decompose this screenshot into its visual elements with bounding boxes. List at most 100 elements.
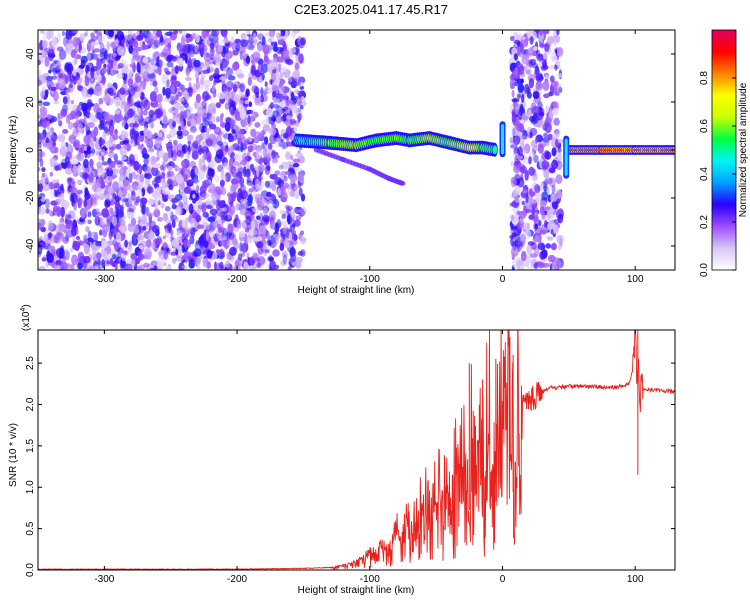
y-tick-label: -20 xyxy=(25,190,36,205)
noise-blob xyxy=(87,211,92,218)
noise-blob xyxy=(77,164,81,175)
spur-core xyxy=(564,138,568,176)
noise-blob xyxy=(192,199,197,204)
colorbar-tick-label: 0.6 xyxy=(699,119,710,133)
noise-blob xyxy=(533,236,540,243)
noise-blob xyxy=(168,118,174,124)
noise-blob xyxy=(144,165,152,176)
noise-blob xyxy=(218,250,226,257)
noise-blob xyxy=(76,179,83,185)
noise-blob xyxy=(287,213,292,225)
noise-blob xyxy=(285,206,294,211)
noise-blob xyxy=(539,250,546,260)
noise-blob xyxy=(45,137,49,144)
noise-blob xyxy=(97,53,105,59)
colorbar-tick-label: 0.8 xyxy=(699,71,710,85)
noise-blob xyxy=(212,251,218,260)
noise-blob xyxy=(97,259,101,270)
noise-blob xyxy=(529,132,533,139)
noise-blob xyxy=(237,162,242,174)
noise-blob xyxy=(252,253,260,263)
noise-blob xyxy=(254,122,261,128)
noise-blob xyxy=(552,107,559,116)
noise-blob xyxy=(243,120,248,127)
noise-blob xyxy=(184,108,191,120)
noise-blob xyxy=(289,224,296,232)
noise-blob xyxy=(57,133,66,143)
noise-blob xyxy=(162,86,166,96)
noise-blob xyxy=(187,140,192,146)
noise-blob xyxy=(48,245,56,251)
noise-blob xyxy=(70,226,77,237)
noise-blob xyxy=(219,240,228,246)
noise-blob xyxy=(181,254,187,261)
noise-blob xyxy=(51,37,58,48)
noise-blob xyxy=(162,241,168,250)
noise-blob xyxy=(243,166,247,177)
noise-blob xyxy=(153,39,160,48)
noise-blob xyxy=(252,32,257,42)
noise-blob xyxy=(163,37,172,47)
noise-blob xyxy=(148,148,155,153)
noise-blob xyxy=(154,202,158,213)
noise-blob xyxy=(277,56,286,63)
noise-blob xyxy=(150,65,158,70)
noise-blob xyxy=(541,211,546,220)
noise-blob xyxy=(237,152,242,163)
noise-blob xyxy=(278,164,284,170)
noise-blob xyxy=(206,198,211,203)
noise-blob xyxy=(209,208,218,216)
noise-blob xyxy=(120,158,125,168)
noise-blob xyxy=(255,149,263,160)
noise-blob xyxy=(38,201,42,207)
noise-blob xyxy=(66,61,73,72)
noise-blob xyxy=(516,60,520,68)
noise-blob xyxy=(190,120,196,131)
noise-blob xyxy=(272,249,280,257)
noise-blob xyxy=(269,214,275,224)
spur-core xyxy=(501,124,504,155)
noise-blob xyxy=(93,136,97,142)
noise-blob xyxy=(532,31,538,40)
noise-blob xyxy=(191,85,198,93)
noise-blob xyxy=(102,59,108,65)
noise-blob xyxy=(165,142,172,147)
noise-blob xyxy=(270,219,276,231)
noise-blob xyxy=(216,116,220,123)
noise-blob xyxy=(513,135,521,146)
noise-blob xyxy=(49,171,53,177)
noise-blob xyxy=(258,201,264,209)
noise-blob xyxy=(227,223,234,234)
noise-blob xyxy=(224,102,230,110)
noise-blob xyxy=(99,229,103,236)
noise-blob xyxy=(187,43,196,55)
spectrogram-x-ticks: -300 -200 -100 0 100 xyxy=(94,30,644,285)
noise-blob xyxy=(50,189,55,199)
noise-blob xyxy=(551,242,557,251)
noise-blob xyxy=(282,40,287,50)
noise-blob xyxy=(174,164,179,172)
y-tick-label: 0 xyxy=(25,147,36,153)
noise-blob xyxy=(53,99,59,105)
noise-blob xyxy=(69,186,78,194)
noise-blob xyxy=(85,218,89,224)
noise-blob xyxy=(554,64,558,71)
noise-blob xyxy=(166,61,174,68)
noise-blob xyxy=(204,127,210,132)
noise-blob xyxy=(283,132,289,139)
noise-blob xyxy=(107,186,114,194)
noise-blob xyxy=(231,41,237,51)
noise-blob xyxy=(271,173,278,180)
noise-blob xyxy=(41,117,48,128)
noise-blob xyxy=(83,243,90,255)
noise-blob xyxy=(254,178,261,189)
noise-blob xyxy=(557,213,564,224)
noise-blob xyxy=(100,151,106,156)
y-tick-label: 20 xyxy=(25,96,36,108)
x-tick-label: -200 xyxy=(227,274,247,285)
noise-blob xyxy=(539,30,543,36)
noise-blob xyxy=(229,246,237,256)
noise-blob xyxy=(101,166,105,178)
noise-blob xyxy=(279,209,285,215)
noise-blob xyxy=(267,255,273,263)
